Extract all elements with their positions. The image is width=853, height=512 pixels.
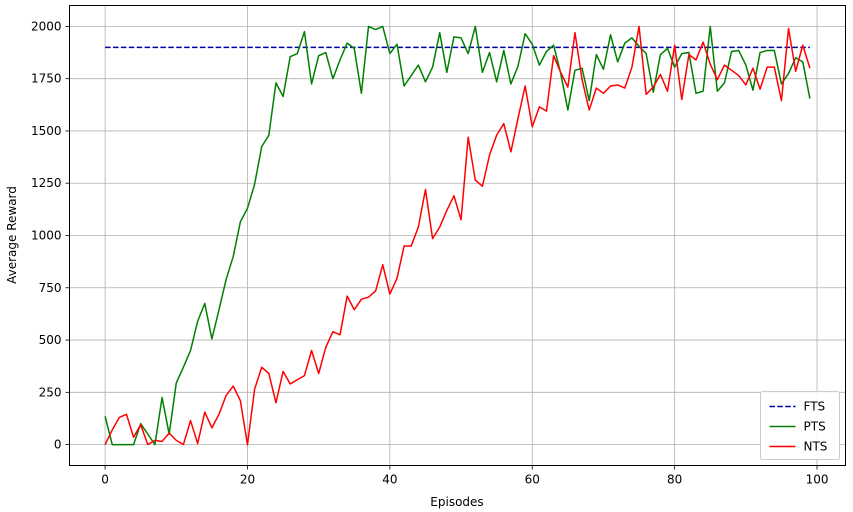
x-tick-label: 40 bbox=[382, 473, 397, 487]
legend: FTS PTS NTS bbox=[760, 391, 840, 460]
x-tick-label: 80 bbox=[667, 473, 682, 487]
x-axis: 0 20 40 60 80 100 bbox=[101, 465, 829, 487]
x-axis-label: Episodes bbox=[430, 495, 483, 509]
y-axis: 0 250 500 750 1000 1250 1500 1750 2000 bbox=[31, 19, 70, 452]
series-line-pts bbox=[104, 25, 811, 446]
y-axis-label: Average Reward bbox=[5, 186, 19, 284]
legend-box bbox=[760, 391, 840, 460]
grid bbox=[69, 5, 846, 466]
series-line-nts bbox=[104, 25, 811, 446]
y-tick-label: 500 bbox=[39, 333, 62, 347]
legend-label-nts: NTS bbox=[804, 440, 828, 454]
legend-label-fts: FTS bbox=[804, 400, 826, 414]
y-tick-label: 1500 bbox=[31, 124, 62, 138]
y-tick-label: 1000 bbox=[31, 229, 62, 243]
x-tick-label: 100 bbox=[806, 473, 829, 487]
y-tick-label: 0 bbox=[54, 438, 62, 452]
y-tick-label: 750 bbox=[39, 281, 62, 295]
y-tick-label: 2000 bbox=[31, 19, 62, 33]
series-lines bbox=[104, 25, 811, 446]
y-tick-label: 1750 bbox=[31, 72, 62, 86]
y-tick-label: 250 bbox=[39, 385, 62, 399]
legend-label-pts: PTS bbox=[804, 420, 826, 434]
x-tick-label: 60 bbox=[525, 473, 540, 487]
x-tick-label: 20 bbox=[240, 473, 255, 487]
y-tick-label: 1250 bbox=[31, 176, 62, 190]
x-tick-label: 0 bbox=[101, 473, 109, 487]
